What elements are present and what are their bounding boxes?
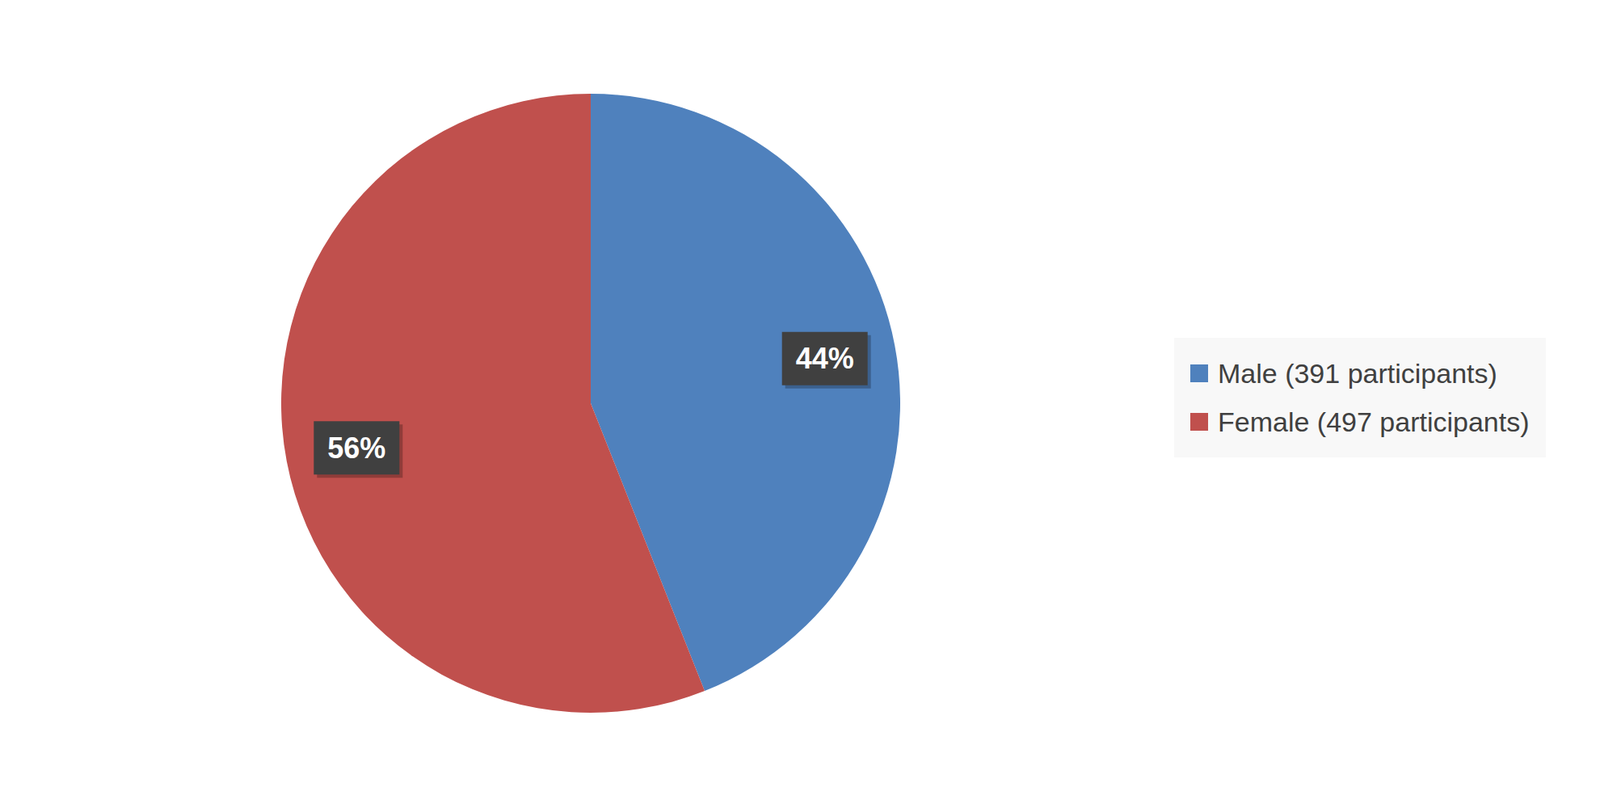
svg-text:44%: 44% xyxy=(795,341,855,375)
html-text:Female (497 participants): Female (497 participants) xyxy=(1217,406,1530,437)
html-text:Male (391 participants): Male (391 participants) xyxy=(1217,357,1498,389)
svg-text:56%: 56% xyxy=(327,431,386,465)
